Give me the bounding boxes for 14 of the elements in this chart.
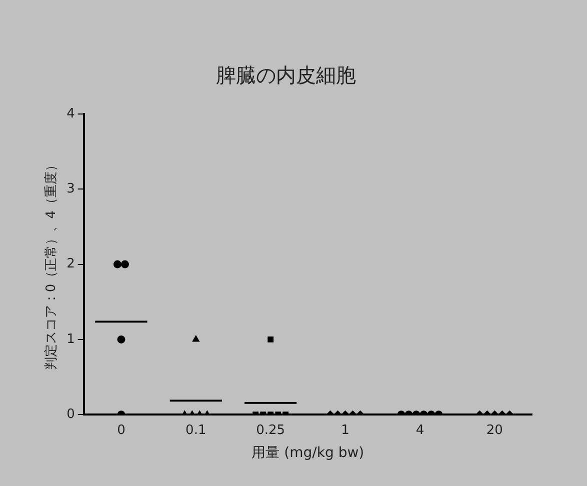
x-tick-label: 0.1 <box>186 422 206 438</box>
y-tick-label: 3 <box>66 182 75 197</box>
y-tick-label: 4 <box>66 106 75 122</box>
y-tick-label: 0 <box>66 406 75 422</box>
y-axis-title: 判定スコア：0（正常）、4（重度） <box>43 158 60 370</box>
x-tick-label: 0.25 <box>256 422 286 438</box>
y-tick-label: 2 <box>66 256 75 272</box>
x-tick-label: 1 <box>341 422 350 438</box>
y-tick-label: 1 <box>66 332 75 347</box>
chart-title: 脾臓の内皮細胞 <box>216 63 356 88</box>
x-tick-label: 20 <box>486 422 503 438</box>
x-tick-label: 0 <box>117 422 126 438</box>
x-axis-title: 用量 (mg/kg bw) <box>252 445 364 462</box>
x-tick-label: 4 <box>416 422 424 438</box>
